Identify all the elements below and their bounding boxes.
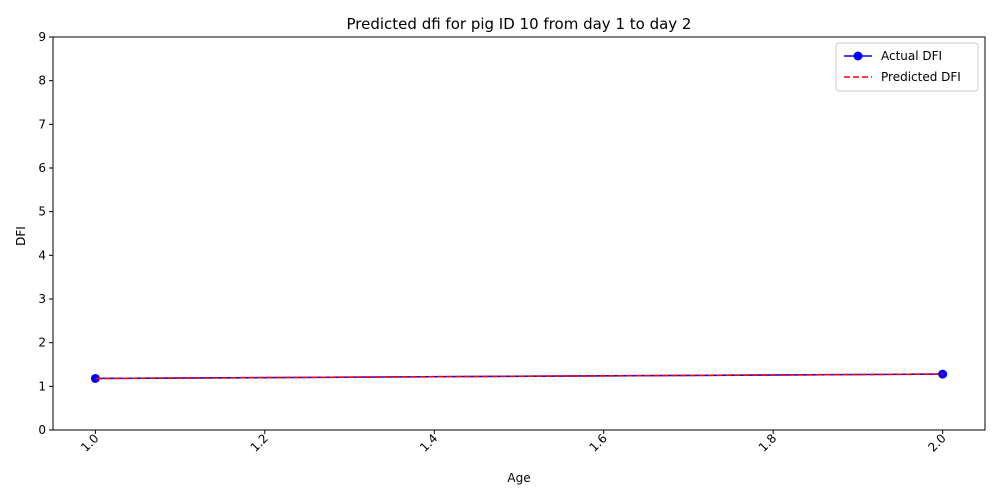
series-line-2 bbox=[95, 373, 943, 380]
legend-box bbox=[835, 42, 979, 92]
legend-marker bbox=[853, 51, 863, 61]
x-axis-label: Age bbox=[507, 471, 530, 485]
plot-frame bbox=[52, 36, 986, 431]
x-tick-label: 1.0 bbox=[78, 431, 101, 454]
y-tick-label: 2 bbox=[38, 336, 46, 350]
y-tick-label: 3 bbox=[38, 292, 46, 306]
legend: Actual DFI Predicted DFI bbox=[835, 42, 979, 92]
x-tick-label: 1.6 bbox=[586, 431, 609, 454]
x-tick-label: 1.8 bbox=[756, 431, 779, 454]
y-tick-label: 4 bbox=[38, 248, 46, 262]
x-axis-ticks: 1.0 1.2 1.4 1.6 1.8 2.0 bbox=[78, 430, 949, 455]
chart-title: Predicted dfi for pig ID 10 from day 1 t… bbox=[347, 15, 692, 33]
y-tick-label: 0 bbox=[38, 423, 46, 437]
x-tick-label: 1.2 bbox=[248, 431, 271, 454]
y-tick-label: 9 bbox=[38, 30, 46, 44]
y-tick-label: 5 bbox=[38, 205, 46, 219]
y-tick-label: 7 bbox=[38, 117, 46, 131]
x-tick-label: 1.4 bbox=[417, 431, 440, 454]
y-tick-label: 6 bbox=[38, 161, 46, 175]
series-layer bbox=[90, 369, 948, 383]
legend-label: Actual DFI bbox=[881, 49, 942, 63]
y-axis-label: DFI bbox=[14, 226, 28, 246]
y-axis-ticks: 0 1 2 3 4 5 6 7 8 9 bbox=[38, 30, 53, 437]
x-tick-label: 2.0 bbox=[925, 431, 948, 454]
legend-label: Predicted DFI bbox=[881, 70, 961, 84]
y-tick-label: 1 bbox=[38, 379, 46, 393]
y-tick-label: 8 bbox=[38, 74, 46, 88]
